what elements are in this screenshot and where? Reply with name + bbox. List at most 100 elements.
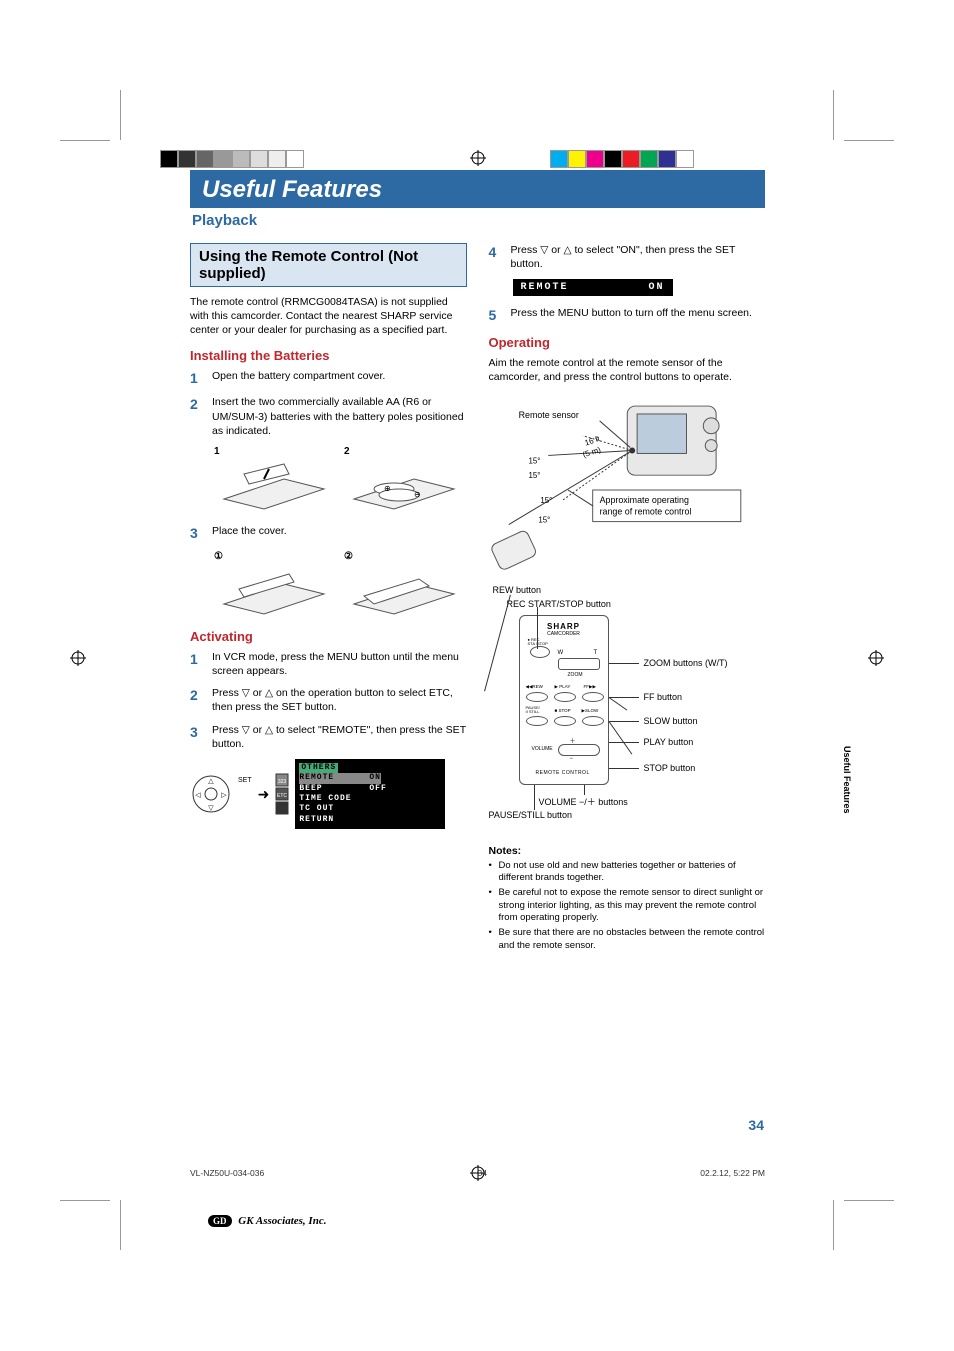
step-number: 3 <box>190 723 212 751</box>
right-column: 4 Press ▽ or △ to select "ON", then pres… <box>489 243 766 952</box>
page-title: Useful Features <box>202 176 753 204</box>
stop-btn-icon <box>554 716 576 726</box>
operation-button-icon: △ ▽ ◁ ▷ <box>190 773 232 815</box>
remote-sensor-label: Remote sensor <box>518 409 578 419</box>
svg-text:⊕: ⊕ <box>384 484 391 493</box>
volume-buttons-label: VOLUME −/＋ buttons <box>539 795 628 808</box>
rec-label: REC START/STOP button <box>507 599 766 609</box>
step-text: Insert the two commercially available AA… <box>212 395 467 438</box>
leader-line <box>484 594 511 691</box>
illus-label: ② <box>344 551 464 562</box>
step-text: Press ▽ or △ to select "REMOTE", then pr… <box>212 723 467 751</box>
install-step-3: 3 Place the cover. <box>190 524 467 543</box>
zoom-label: ZOOM <box>568 672 583 678</box>
footer-right: 02.2.12, 5:22 PM <box>700 1168 765 1178</box>
battery-insert-illustration: ⊕⊖ <box>344 459 464 514</box>
step-number: 1 <box>190 369 212 388</box>
color-bars-left <box>160 150 304 168</box>
note-text: Do not use old and new batteries togethe… <box>499 860 766 885</box>
install-step-2: 2 Insert the two commercially available … <box>190 395 467 438</box>
set-label: SET <box>238 777 252 784</box>
set-control-diagram: △ ▽ ◁ ▷ SET ➜ 323 ETC OTHERSREMOTEONBEEP… <box>190 759 467 829</box>
page-subtitle: Playback <box>192 212 765 229</box>
step-number: 4 <box>489 243 511 271</box>
step-text: Place the cover. <box>212 524 467 543</box>
volume-label: VOLUME <box>532 746 553 752</box>
leader-line <box>609 721 639 722</box>
leader-line <box>608 697 627 710</box>
cover-place-2-illustration <box>344 564 464 619</box>
svg-text:▽: ▽ <box>208 805 214 812</box>
operating-intro: Aim the remote control at the remote sen… <box>489 356 766 384</box>
activating-step-3: 3 Press ▽ or △ to select "REMOTE", then … <box>190 723 467 751</box>
remote-bar-value: ON <box>648 282 664 293</box>
registration-mark-icon <box>868 650 884 666</box>
svg-text:range of remote control: range of remote control <box>599 506 691 516</box>
remote-control-diagram: SHARP CAMCORDER W T ZOOM ◀◀REW ▶ PLAY FF… <box>489 615 766 835</box>
camcorder-range-diagram: Remote sensor 15° 15° 15° 15° 16 ft (5 m… <box>489 395 766 585</box>
svg-text:15°: 15° <box>528 456 540 465</box>
svg-text:323: 323 <box>278 779 287 785</box>
leader-line <box>609 697 639 698</box>
bullet-icon: • <box>489 927 499 952</box>
registration-mark-icon <box>70 650 86 666</box>
title-bar: Useful Features <box>190 170 765 208</box>
svg-text:⊖: ⊖ <box>414 490 421 499</box>
svg-text:15°: 15° <box>540 495 552 504</box>
bullet-icon: • <box>489 860 499 885</box>
page-number: 34 <box>748 1117 764 1133</box>
zoom-rocker-icon <box>558 658 600 670</box>
remote-body-outline: SHARP CAMCORDER W T ZOOM ◀◀REW ▶ PLAY FF… <box>519 615 609 785</box>
notes-heading: Notes: <box>489 845 766 857</box>
rew-btn-icon <box>526 692 548 702</box>
svg-text:Approximate operating: Approximate operating <box>599 494 688 504</box>
plus-icon: ＋ <box>570 736 576 745</box>
battery-cover-open-illustration <box>214 459 334 514</box>
gk-associates: GD GK Associates, Inc. <box>208 1215 326 1227</box>
illus-label: ① <box>214 551 334 562</box>
footer: VL-NZ50U-034-036 34 02.2.12, 5:22 PM <box>190 1168 765 1178</box>
osd-menu: OTHERSREMOTEONBEEPOFFTIME CODETC OUTRETU… <box>295 759 445 829</box>
step-text: Press ▽ or △ on the operation button to … <box>212 686 467 714</box>
remote-brand: SHARP <box>520 622 608 631</box>
zoom-w-label: W <box>558 650 564 656</box>
minus-icon: − <box>570 756 574 762</box>
ff-btn-label: FF▶▶ <box>584 684 596 690</box>
activating-step-1: 1 In VCR mode, press the MENU button unt… <box>190 650 467 678</box>
note-1: •Do not use old and new batteries togeth… <box>489 860 766 885</box>
illus-label: 2 <box>344 446 464 457</box>
note-text: Be sure that there are no obstacles betw… <box>499 927 766 952</box>
pause-label: PAUSE/STILL button <box>489 810 573 820</box>
note-text: Be careful not to expose the remote sens… <box>499 887 766 924</box>
illus-label: 1 <box>214 446 334 457</box>
right-step-4: 4 Press ▽ or △ to select "ON", then pres… <box>489 243 766 271</box>
leader-line <box>608 721 632 754</box>
remote-bottom-label: REMOTE CONTROL <box>536 770 590 776</box>
crop-mark <box>844 140 894 141</box>
note-3: •Be sure that there are no obstacles bet… <box>489 927 766 952</box>
svg-text:(5 m): (5 m) <box>581 445 602 459</box>
cover-place-1-illustration <box>214 564 334 619</box>
step-number: 2 <box>190 395 212 438</box>
leader-line <box>609 663 639 664</box>
crop-mark <box>60 140 110 141</box>
subheading-install: Installing the Batteries <box>190 348 467 363</box>
play-btn-icon <box>554 692 576 702</box>
section-heading: Using the Remote Control (Not supplied) <box>190 243 467 287</box>
activating-step-2: 2 Press ▽ or △ on the operation button t… <box>190 686 467 714</box>
pause-btn-label: PAUSE/ II STILL <box>526 706 540 714</box>
slow-btn-icon <box>582 716 604 726</box>
svg-text:15°: 15° <box>538 515 550 524</box>
rec-btn-text: ● REC STA /STOP <box>528 638 548 646</box>
crop-mark <box>120 90 121 140</box>
volume-rocker-icon <box>558 744 600 756</box>
step-number: 1 <box>190 650 212 678</box>
stop-btn-label: ■ STOP <box>555 708 571 713</box>
svg-text:▷: ▷ <box>221 792 227 799</box>
play-btn-label: ▶ PLAY <box>555 684 571 690</box>
svg-text:◁: ◁ <box>195 792 201 799</box>
leader-line <box>609 768 639 769</box>
right-step-5: 5 Press the MENU button to turn off the … <box>489 306 766 325</box>
footer-center: 34 <box>477 1168 486 1178</box>
bullet-icon: • <box>489 887 499 924</box>
